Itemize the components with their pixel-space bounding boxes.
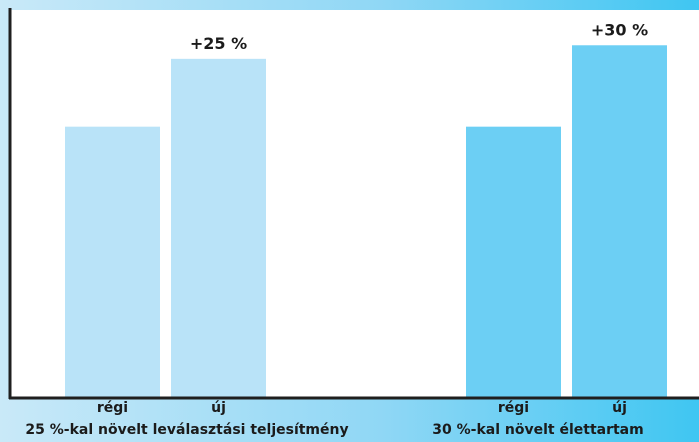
bar-g2-regi xyxy=(466,126,561,398)
tick-label-g1-uj: új xyxy=(211,400,226,416)
group-label-2: 30 %-kal növelt élettartam xyxy=(432,422,643,438)
tick-label-g2-uj: új xyxy=(612,400,627,416)
bar-g1-regi xyxy=(65,126,160,398)
tick-label-g2-regi: régi xyxy=(498,400,529,416)
tick-label-g1-regi: régi xyxy=(97,400,128,416)
bar-annotation-g2: +30 % xyxy=(591,20,648,39)
bar-annotation-g1: +25 % xyxy=(190,34,247,53)
bar-g1-uj xyxy=(171,58,266,398)
bar-g2-uj xyxy=(572,45,667,398)
group-label-1: 25 %-kal növelt leválasztási teljesítmén… xyxy=(25,422,348,438)
